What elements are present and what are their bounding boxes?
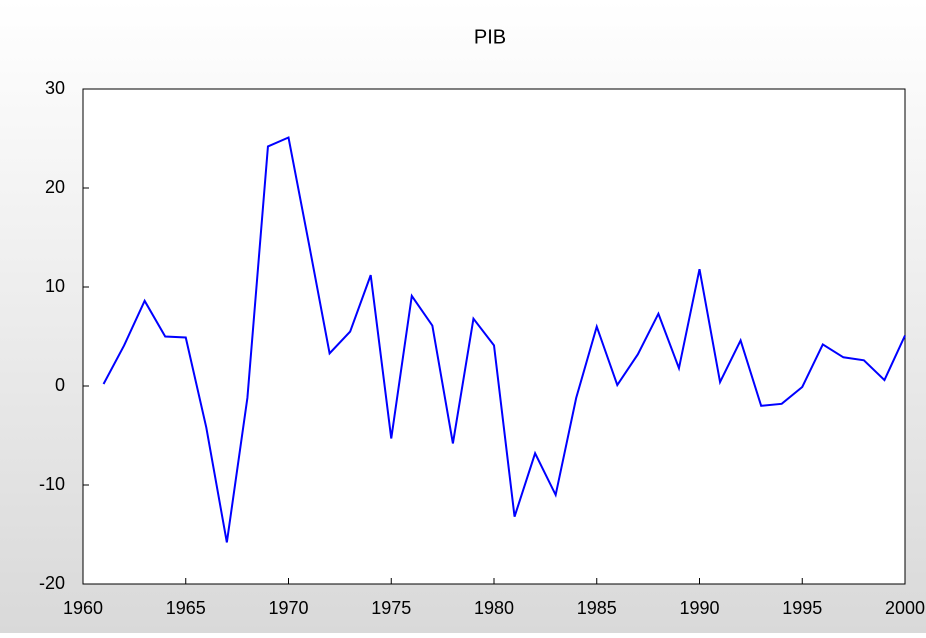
x-tick-label: 1970 xyxy=(268,598,308,618)
x-tick-label: 2000 xyxy=(885,598,925,618)
x-tick-label: 1990 xyxy=(679,598,719,618)
y-tick-label: -20 xyxy=(39,573,65,593)
y-tick-label: 30 xyxy=(45,78,65,98)
x-tick-label: 1985 xyxy=(577,598,617,618)
line-series xyxy=(102,136,906,543)
plot-area xyxy=(82,88,906,585)
y-tick-label: 10 xyxy=(45,276,65,296)
x-tick-label: 1980 xyxy=(474,598,514,618)
y-tick-label: -10 xyxy=(39,474,65,494)
x-tick-label: 1995 xyxy=(782,598,822,618)
x-tick-label: 1965 xyxy=(166,598,206,618)
y-tick-label: 0 xyxy=(55,375,65,395)
x-tick-label: 1975 xyxy=(371,598,411,618)
x-tick-label: 1960 xyxy=(63,598,103,618)
chart-title: PIB xyxy=(474,26,506,48)
y-tick-label: 20 xyxy=(45,177,65,197)
